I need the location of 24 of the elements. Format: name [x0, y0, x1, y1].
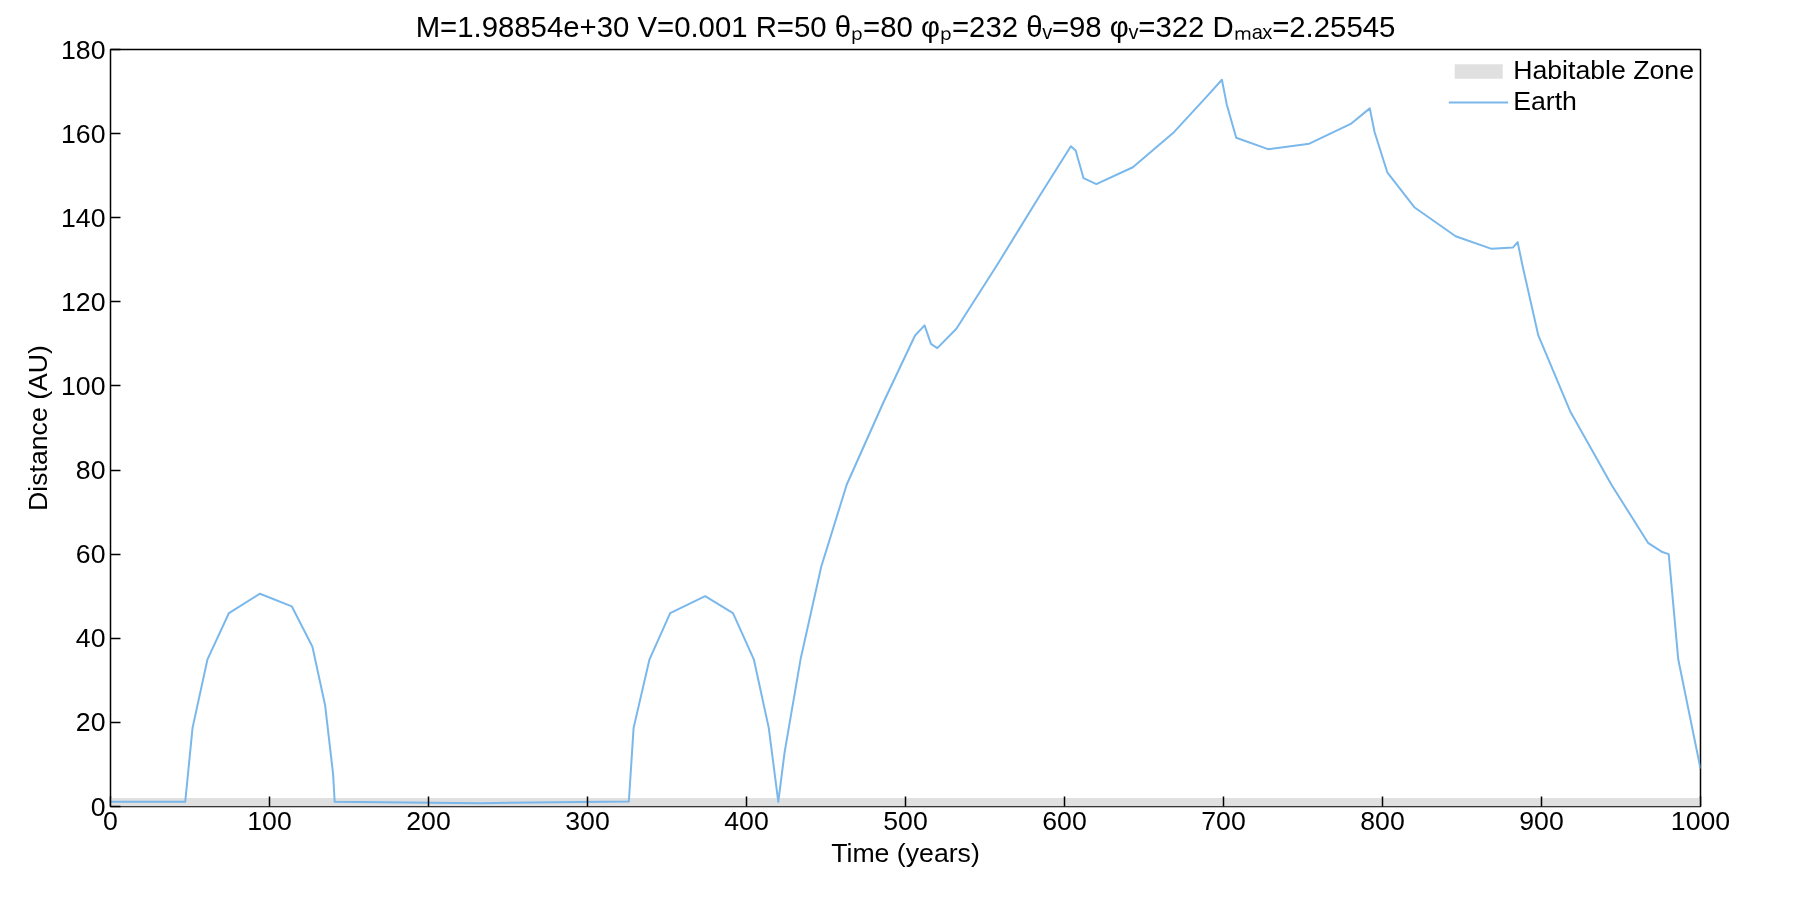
x-tick-label: 200: [406, 805, 451, 836]
y-tick-label: 80: [75, 455, 106, 486]
y-tick-label: 160: [61, 118, 106, 149]
y-tick-label: 140: [61, 202, 106, 233]
y-tick-label: 180: [61, 34, 106, 65]
x-tick-label: 700: [1201, 805, 1246, 836]
chart-title: M=1.98854e+30 V=0.001 R=50 θₚ=80 φₚ=232 θᵥ=98 φᵥ=322 Dₘₐₓ=2.25545: [415, 9, 1396, 45]
x-tick-label: 800: [1360, 805, 1405, 836]
x-tick-label: 100: [247, 805, 292, 836]
y-axis-title: Distance (AU): [23, 345, 54, 511]
y-tick-label: 100: [61, 370, 106, 401]
y-tick-label: 20: [75, 707, 106, 738]
x-tick-label: 600: [1042, 805, 1087, 836]
legend-label: Earth: [1513, 86, 1577, 117]
legend-label: Habitable Zone: [1513, 55, 1694, 86]
x-tick-label: 300: [565, 805, 610, 836]
y-tick-label: 60: [75, 539, 106, 570]
x-tick-label: 900: [1519, 805, 1564, 836]
x-tick-label: 400: [724, 805, 769, 836]
x-tick-label: 500: [883, 805, 928, 836]
x-axis-title: Time (years): [831, 837, 980, 868]
y-tick-label: 120: [61, 286, 106, 317]
y-tick-label: 40: [75, 623, 106, 654]
x-tick-label: 1000: [1670, 805, 1731, 836]
